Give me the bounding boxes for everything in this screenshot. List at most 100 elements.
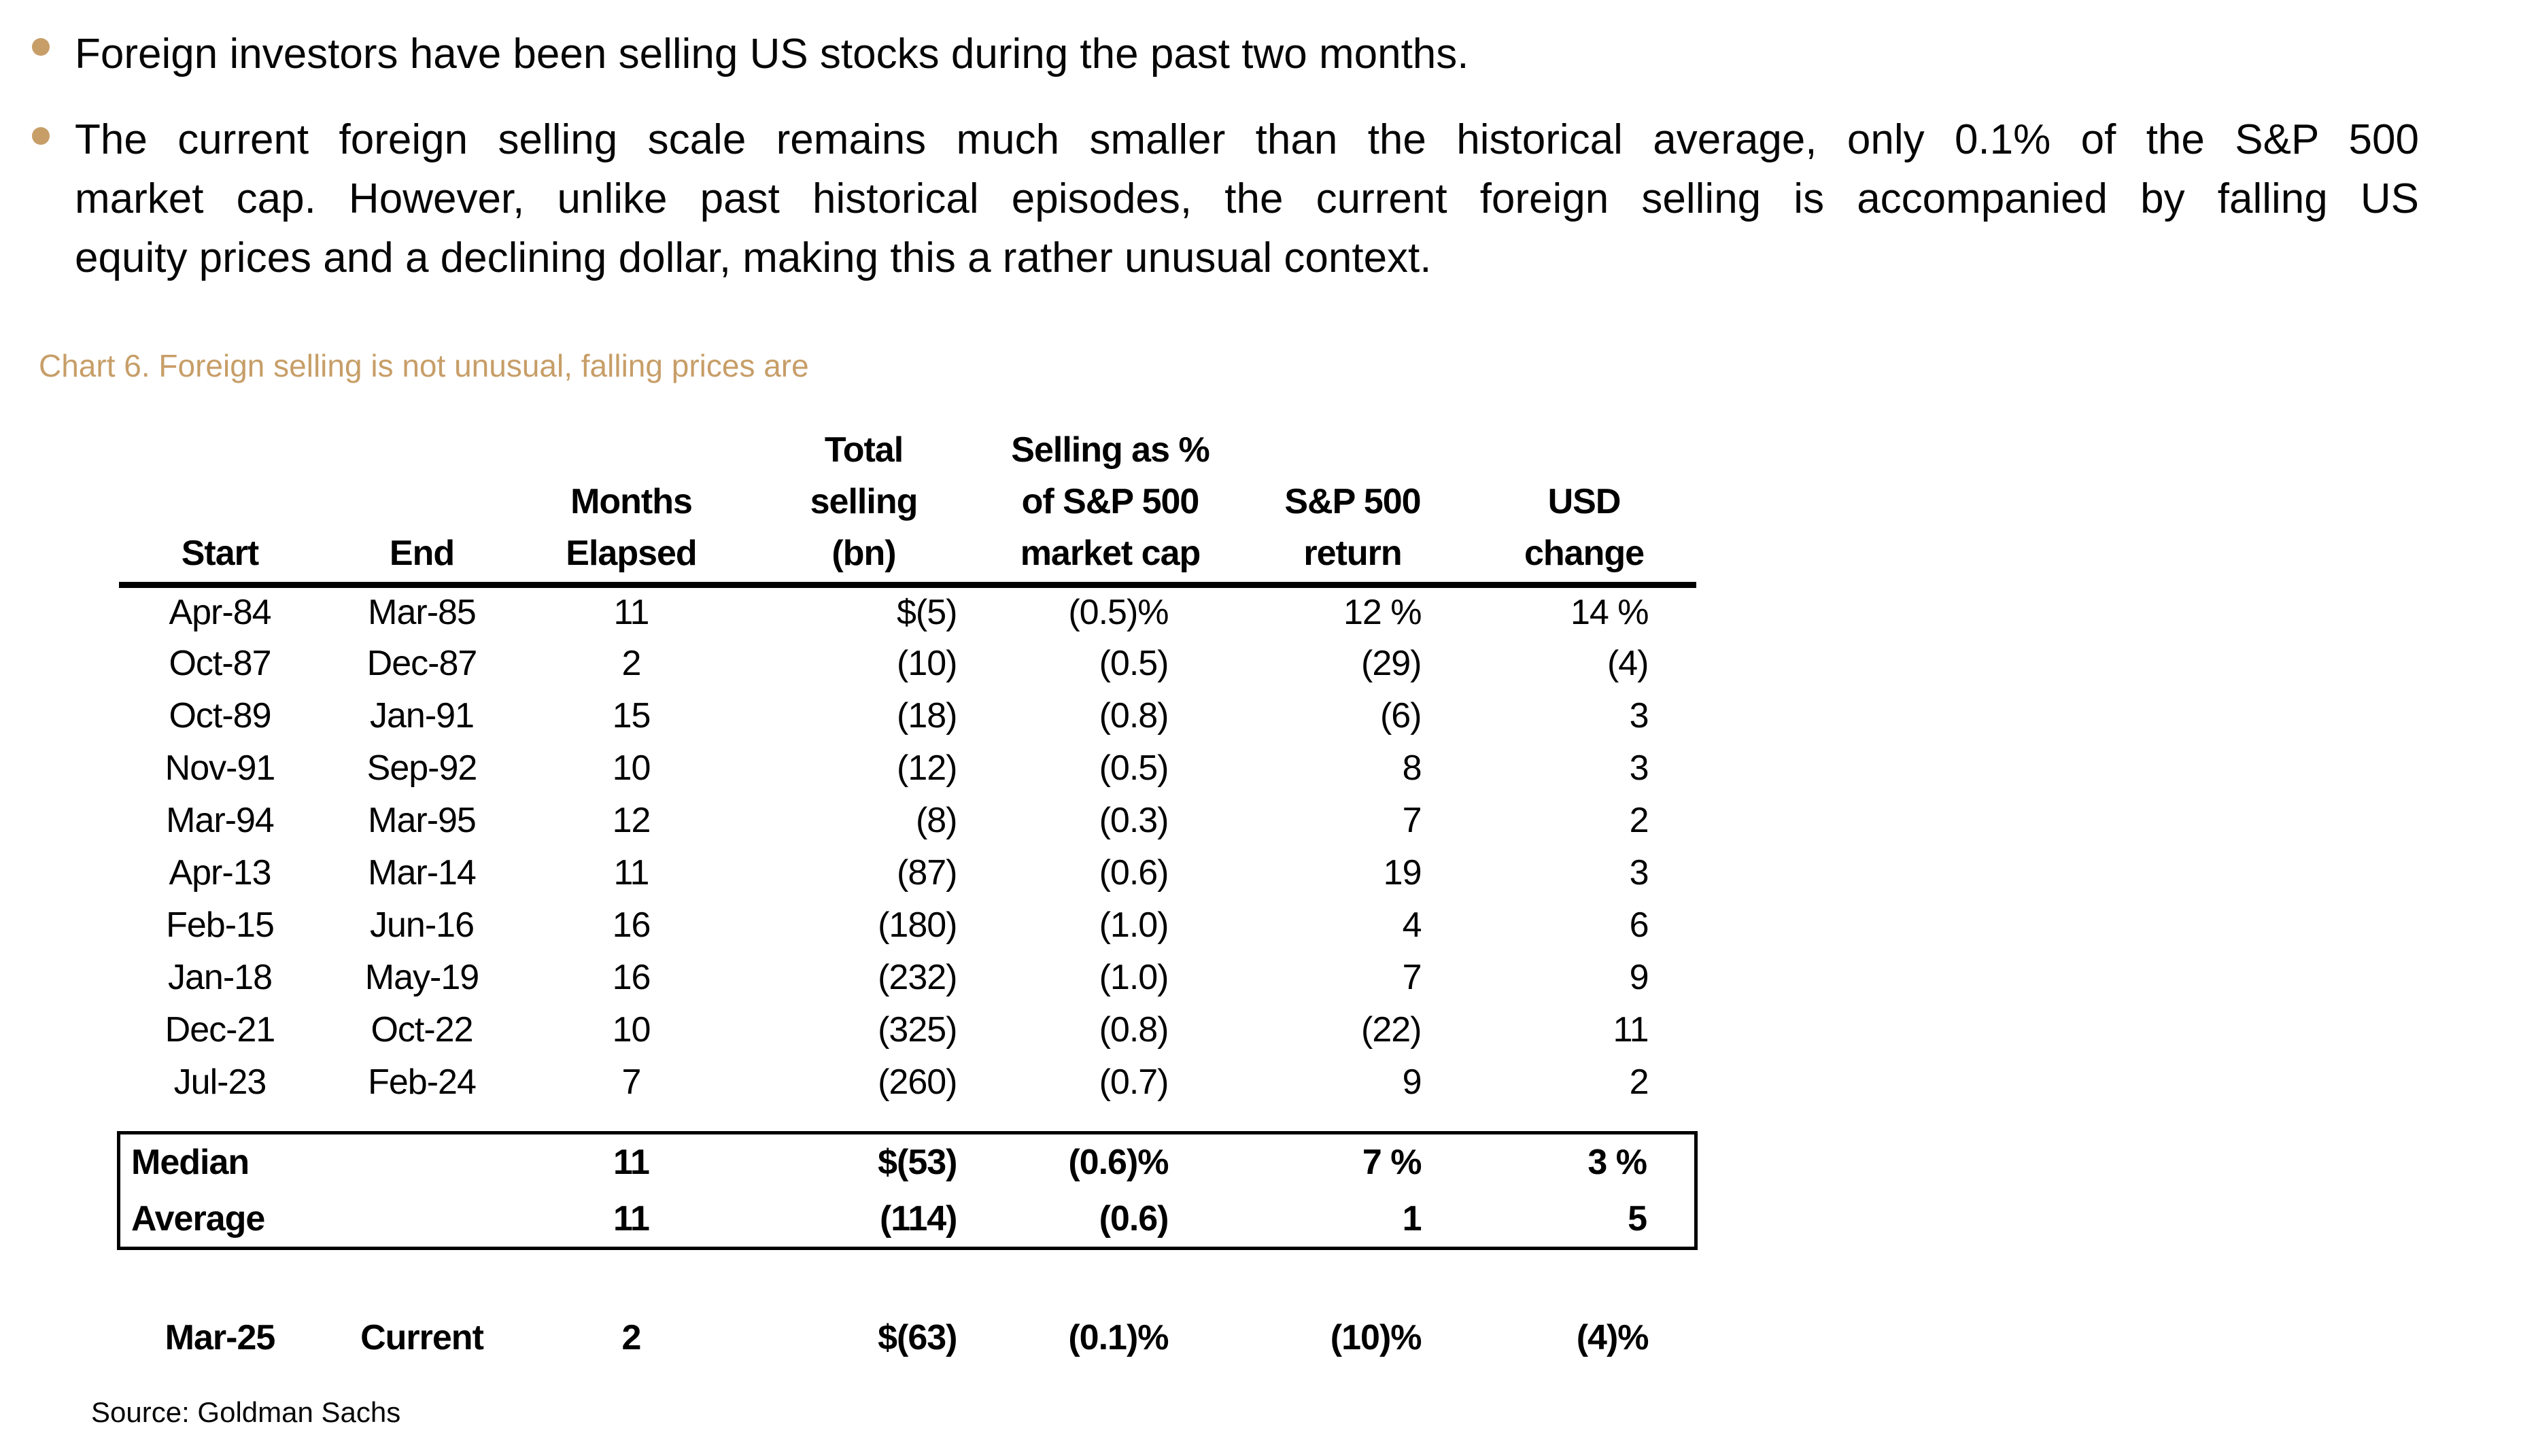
column-header-end: End [321,424,523,588]
table-cell: (0.1)% [1068,1318,1169,1357]
table-cell: 12 [612,801,651,840]
table-row: Oct-87 Dec-87 2 (10) (0.5) (29) (4) [119,638,1696,690]
table-cell: (0.5)% [1068,593,1169,633]
table-cell: 2 [1629,1062,1649,1102]
table-cell: (12) [897,748,957,788]
table-cell: Jan-18 [168,958,273,997]
table-cell: Mar-94 [166,801,275,840]
table-row: Jul-23 Feb-24 7 (260) (0.7) 9 2 [119,1056,1696,1109]
source-note: Source: Goldman Sachs [91,1396,401,1428]
foreign-selling-episodes-table: Start End Months Elapsed Total selling (… [117,424,1698,1364]
table-cell: (1.0) [1099,905,1169,945]
bullet-line: market cap. However, unlike past histori… [75,175,2419,222]
table-cell: 3 [1629,696,1649,735]
table-cell: (6) [1379,696,1422,735]
table-cell: Dec-21 [165,1010,276,1050]
column-header-sp500-return: S&P 500 return [1233,424,1473,588]
table-cell: Mar-25 [165,1318,276,1357]
table-cell: 15 [612,696,651,735]
table-cell: $(53) [740,1131,988,1191]
table-cell: Sep-92 [366,748,478,788]
table-cell: 7 % [1233,1131,1473,1191]
table-cell: Oct-87 [169,644,271,683]
table-cell: 10 [612,1010,651,1050]
table-cell: 3 [1629,853,1649,892]
table-cell: (180) [878,905,957,945]
table-cell [321,1131,523,1191]
table-row: Mar-94 Mar-95 12 (8) (0.3) 7 2 [119,795,1696,847]
bullet-text: The current foreign selling scale remain… [75,110,2419,288]
table-cell: (0.5) [1099,644,1169,683]
table-cell: (10)% [1330,1318,1422,1357]
table-cell: $(63) [878,1318,957,1357]
bullet-line: equity prices and a declining dollar, ma… [75,235,1432,281]
table-cell: 5 [1472,1190,1698,1250]
table-cell: 9 [1629,958,1649,997]
table-cell: (232) [878,958,957,997]
table-cell: 11 [613,593,650,633]
column-header-usd-change: USD change [1472,424,1696,588]
table-cell: Nov-91 [165,748,276,788]
bullet-icon [32,127,50,145]
table-cell: Apr-84 [169,593,271,633]
table-cell: 2 [621,644,642,683]
table-cell: Feb-24 [368,1062,477,1102]
table-cell: (29) [1361,644,1422,683]
table-cell: (87) [897,853,957,892]
chart-title: Chart 6. Foreign selling is not unusual,… [39,348,809,383]
table-cell: Feb-15 [166,905,275,945]
table-cell: 19 [1383,853,1422,892]
column-header-selling-pct-market-cap: Selling as % of S&P 500 market cap [987,424,1233,588]
column-header-months-elapsed: Months Elapsed [522,424,740,588]
table-cell: 7 [621,1062,642,1102]
table-cell: (0.5) [1099,748,1169,788]
table-cell: (0.6) [987,1190,1233,1250]
table-cell: Jun-16 [370,905,475,945]
table-cell: Oct-89 [169,696,271,735]
table-cell: (4) [1607,644,1649,683]
table-cell: (10) [897,644,957,683]
table-cell: 16 [612,905,651,945]
table-row: Feb-15 Jun-16 16 (180) (1.0) 4 6 [119,899,1696,952]
table-row: Nov-91 Sep-92 10 (12) (0.5) 8 3 [119,742,1696,795]
column-header-total-selling: Total selling (bn) [740,424,988,588]
table-cell: (18) [897,696,957,735]
bullet-line: The current foreign selling scale remain… [75,116,2419,163]
table-cell: (22) [1361,1010,1422,1050]
table-cell: 14 % [1570,593,1649,633]
table-cell: 10 [612,748,651,788]
bullet-icon [32,38,50,56]
table-cell: (0.8) [1099,696,1169,735]
table-cell: 7 [1402,958,1422,997]
summary-row-median: Median 11 $(53) (0.6)% 7 % 3 % [117,1131,1698,1191]
table-cell: Mar-95 [368,801,477,840]
table-cell: 6 [1629,905,1649,945]
summary-row-average: Average 11 (114) (0.6) 1 5 [117,1190,1698,1250]
table-cell: (0.6) [1099,853,1169,892]
table-cell: Mar-14 [368,853,477,892]
table-cell: May-19 [364,958,479,997]
table-spacer [119,1249,1696,1312]
table-cell [321,1190,523,1250]
table-cell: 3 [1629,748,1649,788]
table-cell: Median [117,1131,322,1191]
table-cell: Current [360,1318,484,1357]
table-cell: 11 [613,853,650,892]
table-cell: $(5) [897,593,957,633]
table-cell: (8) [915,801,958,840]
table-cell: (260) [878,1062,957,1102]
table-cell: (0.8) [1099,1010,1169,1050]
table-row: Apr-84 Mar-85 11 $(5) (0.5)% 12 % 14 % [119,585,1696,638]
table-cell: (0.6)% [987,1131,1233,1191]
table-cell: 2 [1629,801,1649,840]
table-cell: (325) [878,1010,957,1050]
table-spacer [119,1109,1696,1133]
table-cell: 7 [1402,801,1422,840]
table-cell: 11 [522,1190,740,1250]
table-cell: Mar-85 [368,593,477,633]
table-cell: (4)% [1576,1318,1649,1357]
table-row: Oct-89 Jan-91 15 (18) (0.8) (6) 3 [119,690,1696,742]
table-row: Dec-21 Oct-22 10 (325) (0.8) (22) 11 [119,1004,1696,1056]
table-cell: 12 % [1343,593,1422,633]
table-cell: 8 [1402,748,1422,788]
